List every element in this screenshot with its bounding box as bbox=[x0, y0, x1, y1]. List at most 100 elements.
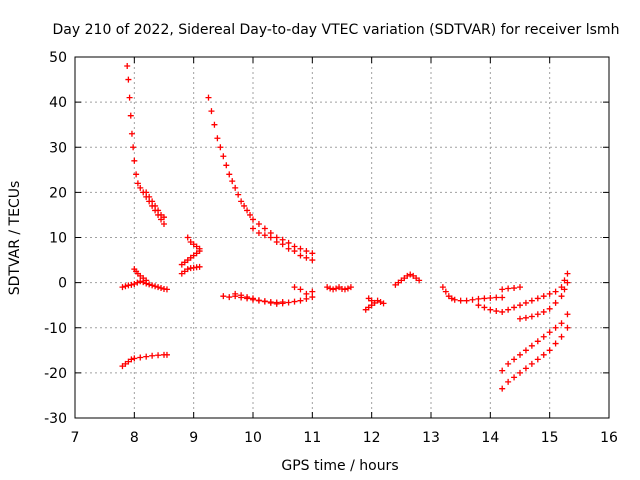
data-point-marker bbox=[546, 305, 553, 312]
data-point-marker bbox=[341, 286, 348, 293]
data-point-marker bbox=[184, 234, 191, 241]
data-point-marker bbox=[143, 353, 150, 360]
y-tick-label: -30 bbox=[44, 411, 67, 427]
y-tick-label: 0 bbox=[58, 276, 67, 292]
data-point-marker bbox=[528, 297, 535, 304]
data-point-marker bbox=[122, 283, 129, 290]
data-point-marker bbox=[517, 315, 523, 322]
data-point-marker bbox=[475, 295, 482, 302]
series-arc-18 bbox=[499, 284, 523, 293]
x-tick-label: 12 bbox=[363, 430, 381, 446]
y-tick-label: 10 bbox=[49, 231, 67, 247]
data-point-marker bbox=[128, 130, 135, 137]
data-point-marker bbox=[457, 297, 464, 304]
data-point-marker bbox=[517, 284, 523, 291]
data-point-marker bbox=[517, 351, 523, 358]
data-point-marker bbox=[143, 189, 150, 196]
data-point-marker bbox=[324, 284, 331, 291]
data-point-marker bbox=[540, 308, 547, 315]
data-point-marker bbox=[552, 299, 559, 306]
data-point-marker bbox=[291, 298, 298, 305]
data-point-marker bbox=[131, 280, 138, 287]
data-point-marker bbox=[522, 314, 529, 321]
data-point-marker bbox=[528, 342, 535, 349]
data-point-marker bbox=[511, 374, 518, 381]
data-point-marker bbox=[255, 220, 262, 227]
data-point-marker bbox=[250, 216, 256, 223]
x-tick-label: 16 bbox=[600, 430, 618, 446]
data-point-marker bbox=[163, 286, 170, 293]
data-point-marker bbox=[196, 263, 203, 270]
series-arc-20 bbox=[499, 311, 571, 374]
data-point-marker bbox=[522, 299, 529, 306]
data-point-marker bbox=[223, 162, 230, 169]
y-tick-label: -10 bbox=[44, 321, 67, 337]
series-arc-9 bbox=[250, 225, 316, 264]
data-point-marker bbox=[279, 299, 286, 306]
data-point-marker bbox=[534, 356, 541, 363]
data-point-marker bbox=[511, 285, 518, 292]
data-point-marker bbox=[534, 338, 541, 345]
data-point-marker bbox=[499, 286, 506, 293]
data-point-marker bbox=[552, 324, 559, 331]
data-point-marker bbox=[303, 290, 310, 297]
x-tick-label: 14 bbox=[481, 430, 499, 446]
data-point-marker bbox=[149, 352, 156, 359]
x-tick-label: 13 bbox=[422, 430, 440, 446]
data-point-marker bbox=[291, 248, 298, 255]
data-point-marker bbox=[558, 320, 565, 327]
data-point-marker bbox=[161, 220, 167, 227]
data-point-marker bbox=[196, 245, 203, 252]
data-point-marker bbox=[327, 285, 334, 292]
axis-ticks: 7 8 9 10 11 12 13 14 15 16 -30 -20 -10 0 10 20 30 40 50 bbox=[44, 50, 618, 446]
data-point-marker bbox=[297, 286, 304, 293]
chart-title: Day 210 of 2022, Sidereal Day-to-day VTE… bbox=[53, 22, 620, 38]
data-point-marker bbox=[505, 285, 512, 292]
data-point-marker bbox=[143, 277, 150, 284]
data-point-marker bbox=[505, 360, 512, 367]
y-tick-label: 30 bbox=[49, 140, 67, 156]
data-point-marker bbox=[347, 284, 354, 291]
series-arc-2 bbox=[143, 189, 167, 221]
data-point-marker bbox=[285, 239, 292, 246]
data-point-marker bbox=[137, 354, 144, 361]
y-tick-label: 50 bbox=[49, 50, 67, 66]
data-point-marker bbox=[442, 288, 449, 295]
data-point-marker bbox=[273, 299, 280, 306]
data-point-marker bbox=[285, 299, 292, 306]
data-point-marker bbox=[125, 76, 132, 83]
data-point-marker bbox=[505, 306, 512, 313]
data-point-marker bbox=[297, 245, 304, 252]
data-point-marker bbox=[528, 313, 535, 320]
data-point-marker bbox=[261, 298, 268, 305]
series-arc-8 bbox=[205, 94, 316, 257]
x-axis-label: GPS time / hours bbox=[281, 458, 398, 474]
series-arc-12 bbox=[291, 284, 316, 297]
data-point-marker bbox=[487, 306, 494, 313]
data-point-marker bbox=[220, 293, 227, 300]
data-point-marker bbox=[564, 279, 571, 286]
data-point-marker bbox=[309, 250, 316, 257]
series-arc-1 bbox=[124, 63, 167, 227]
data-point-marker bbox=[131, 157, 138, 164]
x-tick-label: 8 bbox=[130, 430, 139, 446]
data-point-marker bbox=[561, 286, 568, 293]
series-arc-21 bbox=[499, 324, 571, 392]
data-point-marker bbox=[499, 367, 506, 374]
data-point-marker bbox=[303, 248, 310, 255]
data-point-marker bbox=[407, 271, 414, 278]
data-point-marker bbox=[552, 288, 559, 295]
data-point-marker bbox=[517, 302, 523, 309]
data-point-marker bbox=[416, 277, 423, 284]
data-point-marker bbox=[481, 295, 488, 302]
data-point-marker bbox=[297, 297, 304, 304]
data-point-marker bbox=[184, 266, 191, 273]
data-point-marker bbox=[534, 295, 541, 302]
data-point-marker bbox=[522, 347, 529, 354]
data-point-marker bbox=[309, 288, 316, 295]
data-point-marker bbox=[217, 144, 224, 151]
data-point-marker bbox=[552, 340, 559, 347]
data-point-marker bbox=[505, 378, 512, 385]
data-point-marker bbox=[528, 360, 535, 367]
